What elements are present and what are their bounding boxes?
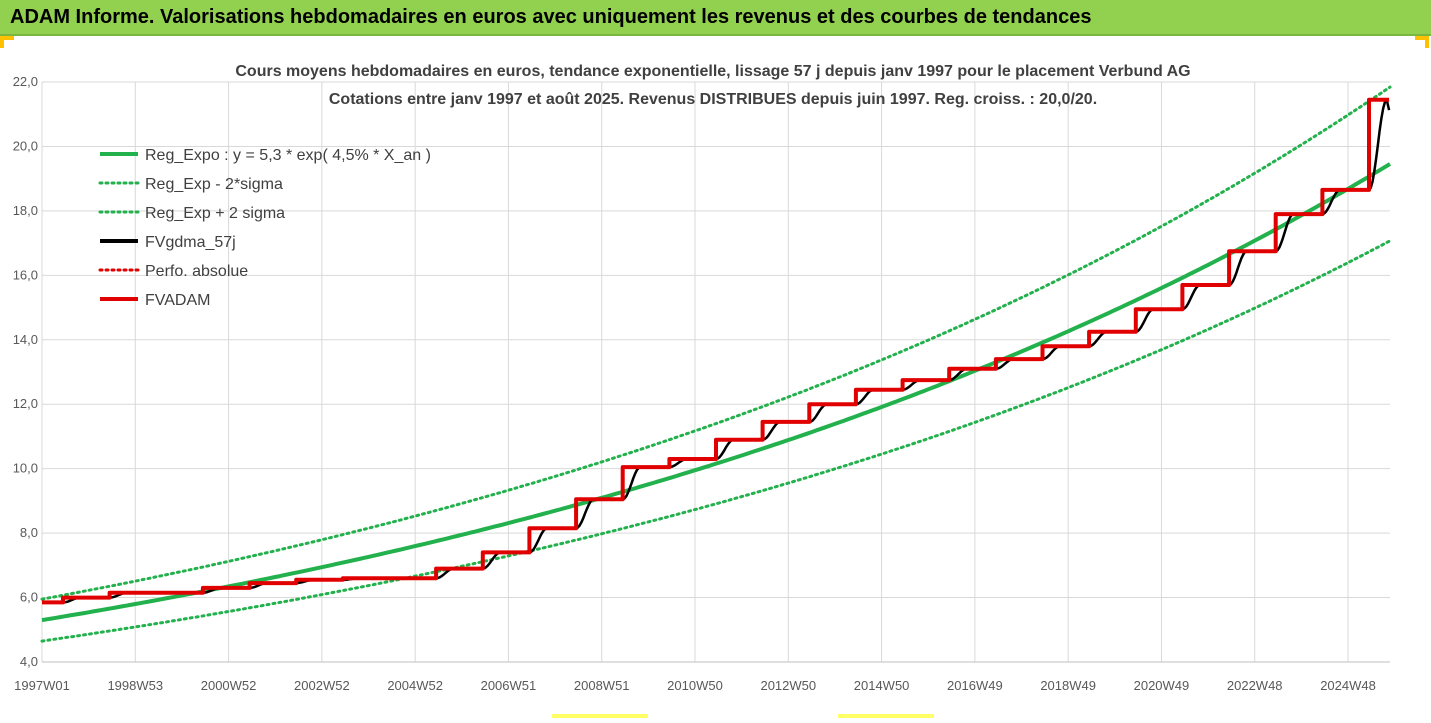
corner-marker-left-h xyxy=(0,36,14,40)
legend-label: Reg_Exp + 2 sigma xyxy=(145,205,285,222)
corner-marker-right-h xyxy=(1415,36,1429,40)
report-banner: ADAM Informe. Valorisations hebdomadaire… xyxy=(0,0,1431,36)
corner-marker-right-v xyxy=(1425,36,1429,48)
verbund-trend-chart: 4,0 6,0 8,0 10,0 12,0 14,0 16,0 18,0 20,0 22,0 199… xyxy=(13,63,1392,693)
x-tick-label: 1998W53 xyxy=(107,678,163,693)
legend-label: Reg_Expo : y = 5,3 * exp( 4,5% * X_an ) xyxy=(145,147,431,164)
series-line-reg-expo xyxy=(41,162,1392,623)
chart-title-line-2: Cotations entre janv 1997 et août 2025. … xyxy=(329,91,1097,108)
legend: Reg_Expo : y = 5,3 * exp( 4,5% * X_an ) R… xyxy=(98,147,431,309)
chart-area: 4,0 6,0 8,0 10,0 12,0 14,0 16,0 18,0 20,0 22,0 199… xyxy=(0,38,1431,718)
bottom-marker-2 xyxy=(838,714,934,718)
x-tick-label: 2012W50 xyxy=(760,678,816,693)
x-tick-label: 2022W48 xyxy=(1227,678,1283,693)
report-title: ADAM Informe. Valorisations hebdomadaire… xyxy=(10,6,1092,28)
legend-label: Reg_Exp - 2*sigma xyxy=(145,176,283,193)
y-tick-label: 8,0 xyxy=(20,525,38,540)
y-tick-label: 20,0 xyxy=(13,138,38,153)
x-tick-label: 2006W51 xyxy=(481,678,537,693)
y-tick-label: 14,0 xyxy=(13,332,38,347)
x-tick-label: 2016W49 xyxy=(947,678,1003,693)
y-tick-label: 4,0 xyxy=(20,654,38,669)
x-tick-label: 1997W01 xyxy=(14,678,70,693)
chart-title-line-1: Cours moyens hebdomadaires en euros, ten… xyxy=(235,63,1190,80)
bottom-marker-1 xyxy=(552,714,648,718)
x-tick-label: 2000W52 xyxy=(201,678,257,693)
x-tick-label: 2024W48 xyxy=(1320,678,1376,693)
x-tick-label: 2018W49 xyxy=(1040,678,1096,693)
x-tick-label: 2004W52 xyxy=(387,678,443,693)
y-tick-label: 16,0 xyxy=(13,267,38,282)
x-tick-label: 2008W51 xyxy=(574,678,630,693)
series-lines xyxy=(40,85,1392,643)
corner-marker-left-v xyxy=(0,36,4,48)
axes: 4,0 6,0 8,0 10,0 12,0 14,0 16,0 18,0 20,0 22,0 199… xyxy=(13,74,1390,693)
x-tick-label: 2010W50 xyxy=(667,678,723,693)
y-tick-label: 18,0 xyxy=(13,203,38,218)
x-tick-label: 2020W49 xyxy=(1134,678,1190,693)
x-tick-label: 2002W52 xyxy=(294,678,350,693)
x-tick-label: 2014W50 xyxy=(854,678,910,693)
y-tick-label: 12,0 xyxy=(13,396,38,411)
legend-label: FVgdma_57j xyxy=(145,234,236,251)
y-tick-label: 10,0 xyxy=(13,461,38,476)
legend-label: Perfo. absolue xyxy=(145,263,248,280)
y-tick-label: 6,0 xyxy=(20,590,38,605)
legend-label: FVADAM xyxy=(145,292,210,309)
grid-lines xyxy=(41,81,1390,663)
series-line-step xyxy=(42,97,1390,605)
series-line-reg-expo-band-1 xyxy=(40,239,1392,643)
series-line-reg-expo-band-2 xyxy=(40,85,1392,601)
y-tick-label: 22,0 xyxy=(13,74,38,89)
